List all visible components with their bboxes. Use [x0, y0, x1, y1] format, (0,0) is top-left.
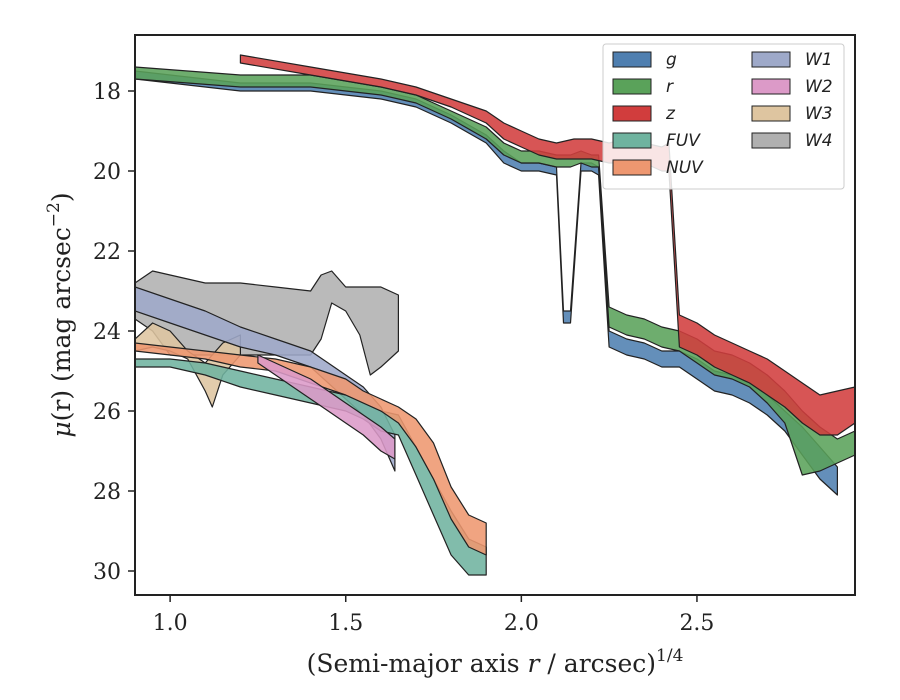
legend-label-w4: W4	[805, 131, 833, 151]
band-w2	[257, 354, 396, 460]
legend-swatch-fuv	[612, 132, 652, 149]
legend-swatch-w1	[751, 51, 791, 68]
legend-swatch-z	[612, 105, 652, 122]
x-axis-label: (Semi-major axis r / arcsec)1/4	[307, 646, 684, 678]
x-axis: 1.0 1.5 2.0 2.5	[153, 595, 714, 636]
y-tick-label: 24	[93, 320, 121, 345]
y-tick-label: 22	[93, 240, 121, 265]
legend-label-fuv: FUV	[666, 131, 701, 151]
legend: grz FUV NUV W1 W2 W3 W4	[602, 43, 845, 190]
legend-label-w2: W2	[805, 77, 833, 97]
legend-label-g: g	[666, 50, 677, 70]
legend-label-z: z	[665, 104, 676, 124]
y-tick-label: 20	[93, 160, 121, 185]
series-bands	[135, 54, 855, 576]
y-axis-label: μ(r) (mag arcsec−2)	[44, 192, 76, 437]
legend-swatch-w4	[751, 132, 791, 149]
band-z	[239, 54, 855, 436]
x-tick-label: 1.0	[153, 611, 188, 636]
legend-swatch-w2	[751, 78, 791, 95]
y-tick-label: 26	[93, 400, 121, 425]
legend-swatch-r	[612, 78, 652, 95]
plot-frame	[134, 34, 856, 596]
band-w1	[135, 286, 396, 472]
legend-swatch-g	[612, 51, 652, 68]
legend-swatch-w3	[751, 105, 791, 122]
y-tick-label: 30	[93, 560, 121, 585]
legend-label-r: r	[666, 77, 674, 97]
legend-label-nuv: NUV	[666, 158, 704, 178]
y-axis: 18 20 22 24 26 28 30	[93, 80, 135, 585]
legend-label-w1: W1	[805, 50, 833, 70]
legend-swatch-nuv	[612, 159, 652, 176]
y-tick-label: 18	[93, 80, 121, 105]
legend-label-w3: W3	[805, 104, 833, 124]
y-tick-label: 28	[93, 480, 121, 505]
x-tick-label: 2.5	[679, 611, 714, 636]
x-tick-label: 1.5	[328, 611, 363, 636]
band-nuv	[135, 342, 487, 556]
x-tick-label: 2.0	[504, 611, 539, 636]
